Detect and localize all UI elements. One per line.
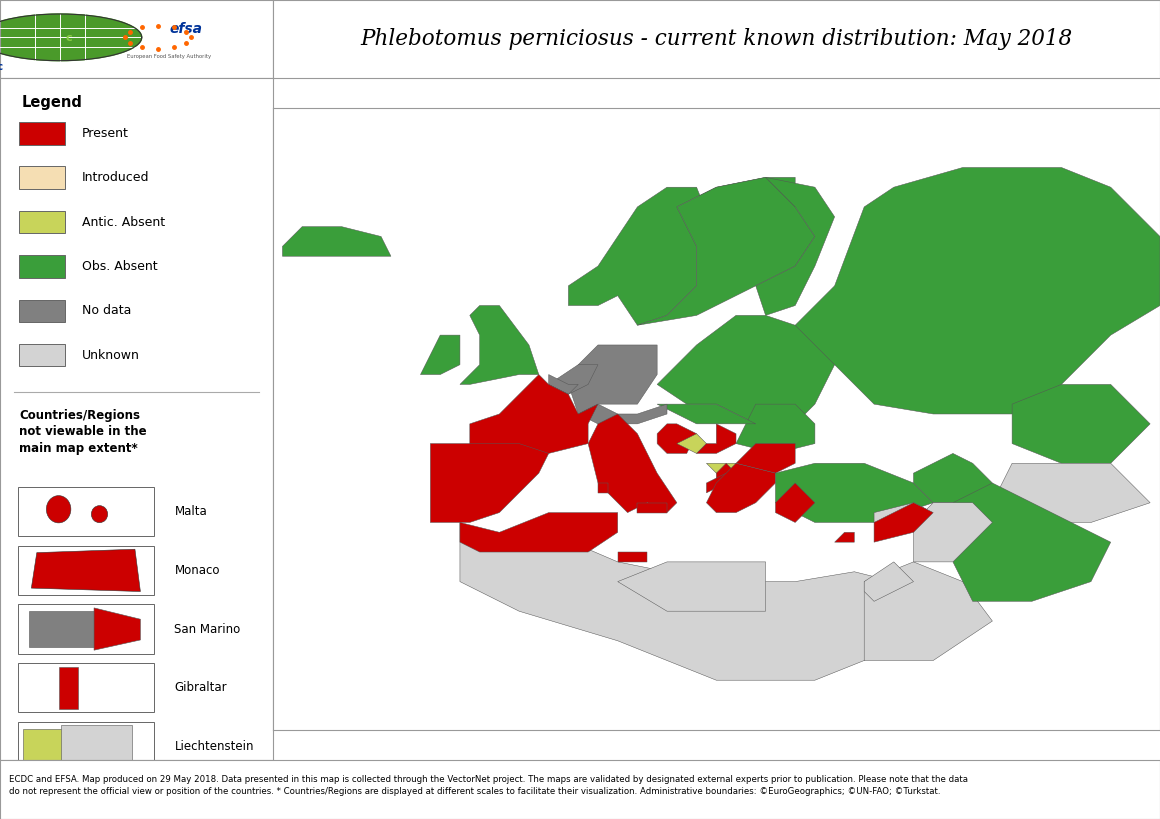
Ellipse shape bbox=[115, 795, 128, 815]
FancyBboxPatch shape bbox=[17, 781, 154, 819]
Polygon shape bbox=[31, 550, 140, 591]
Polygon shape bbox=[618, 562, 766, 611]
Polygon shape bbox=[420, 335, 459, 374]
FancyBboxPatch shape bbox=[17, 722, 154, 771]
FancyBboxPatch shape bbox=[17, 663, 154, 713]
Text: Phlebotomus perniciosus - current known distribution: May 2018: Phlebotomus perniciosus - current known … bbox=[361, 28, 1072, 50]
Polygon shape bbox=[864, 562, 993, 660]
Ellipse shape bbox=[24, 795, 38, 815]
Polygon shape bbox=[578, 404, 667, 424]
Polygon shape bbox=[914, 454, 993, 503]
Polygon shape bbox=[875, 503, 933, 542]
Text: Unknown: Unknown bbox=[81, 349, 139, 362]
Text: c: c bbox=[65, 34, 72, 43]
FancyBboxPatch shape bbox=[19, 300, 65, 322]
Text: Liechtenstein: Liechtenstein bbox=[174, 740, 254, 753]
Polygon shape bbox=[459, 305, 538, 384]
FancyBboxPatch shape bbox=[19, 166, 65, 189]
Polygon shape bbox=[23, 729, 67, 764]
Polygon shape bbox=[706, 464, 735, 473]
Polygon shape bbox=[59, 667, 78, 709]
Polygon shape bbox=[29, 611, 100, 647]
Polygon shape bbox=[61, 726, 132, 767]
Polygon shape bbox=[954, 483, 1111, 601]
Text: efsa: efsa bbox=[169, 21, 202, 36]
Polygon shape bbox=[696, 424, 735, 454]
Polygon shape bbox=[706, 473, 726, 493]
Polygon shape bbox=[658, 315, 835, 424]
Polygon shape bbox=[706, 464, 775, 513]
Polygon shape bbox=[775, 464, 933, 523]
Ellipse shape bbox=[95, 795, 109, 815]
Polygon shape bbox=[658, 424, 696, 454]
Polygon shape bbox=[599, 483, 608, 493]
Text: European Food Safety Authority: European Food Safety Authority bbox=[126, 54, 211, 59]
Text: Present: Present bbox=[81, 127, 129, 140]
Polygon shape bbox=[568, 178, 796, 325]
Polygon shape bbox=[914, 503, 993, 562]
Polygon shape bbox=[735, 444, 796, 473]
Polygon shape bbox=[549, 364, 599, 394]
Text: ecdc: ecdc bbox=[0, 62, 3, 72]
FancyBboxPatch shape bbox=[19, 122, 65, 145]
Polygon shape bbox=[470, 374, 599, 454]
Text: Introduced: Introduced bbox=[81, 171, 150, 184]
Polygon shape bbox=[658, 404, 756, 424]
Circle shape bbox=[0, 14, 142, 61]
FancyBboxPatch shape bbox=[17, 487, 154, 536]
Text: San Marino: San Marino bbox=[174, 622, 241, 636]
Polygon shape bbox=[677, 434, 706, 454]
Polygon shape bbox=[735, 404, 814, 454]
Polygon shape bbox=[756, 178, 835, 315]
Polygon shape bbox=[549, 374, 578, 394]
Text: Antic. Absent: Antic. Absent bbox=[81, 215, 165, 229]
Polygon shape bbox=[864, 562, 914, 601]
Polygon shape bbox=[588, 414, 677, 513]
Polygon shape bbox=[94, 608, 140, 650]
Text: No data: No data bbox=[81, 305, 131, 317]
Text: ECDC and EFSA. Map produced on 29 May 2018. Data presented in this map is collec: ECDC and EFSA. Map produced on 29 May 20… bbox=[9, 775, 969, 796]
Text: Monaco: Monaco bbox=[174, 563, 220, 577]
Ellipse shape bbox=[71, 795, 85, 815]
Polygon shape bbox=[568, 345, 658, 414]
Text: Gibraltar: Gibraltar bbox=[174, 681, 227, 695]
Polygon shape bbox=[835, 532, 855, 542]
Polygon shape bbox=[459, 523, 914, 681]
Polygon shape bbox=[875, 503, 933, 523]
Polygon shape bbox=[459, 513, 618, 552]
FancyBboxPatch shape bbox=[17, 545, 154, 595]
Polygon shape bbox=[430, 444, 549, 523]
Text: Malta: Malta bbox=[174, 505, 208, 518]
Polygon shape bbox=[282, 227, 391, 256]
Polygon shape bbox=[796, 168, 1160, 414]
Polygon shape bbox=[618, 552, 647, 562]
Ellipse shape bbox=[49, 795, 63, 815]
Text: Countries/Regions
not viewable in the
main map extent*: Countries/Regions not viewable in the ma… bbox=[19, 409, 146, 455]
FancyBboxPatch shape bbox=[19, 256, 65, 278]
Text: Legend: Legend bbox=[22, 95, 82, 110]
FancyBboxPatch shape bbox=[19, 210, 65, 233]
Polygon shape bbox=[1012, 384, 1151, 464]
FancyBboxPatch shape bbox=[17, 604, 154, 654]
Polygon shape bbox=[638, 178, 814, 325]
Text: Azores (PT): Azores (PT) bbox=[174, 799, 241, 812]
Polygon shape bbox=[993, 464, 1151, 523]
Ellipse shape bbox=[92, 505, 108, 523]
Polygon shape bbox=[638, 503, 667, 513]
FancyBboxPatch shape bbox=[19, 344, 65, 366]
Text: Obs. Absent: Obs. Absent bbox=[81, 260, 158, 273]
Ellipse shape bbox=[46, 495, 71, 523]
Polygon shape bbox=[717, 464, 735, 483]
Polygon shape bbox=[775, 483, 814, 523]
